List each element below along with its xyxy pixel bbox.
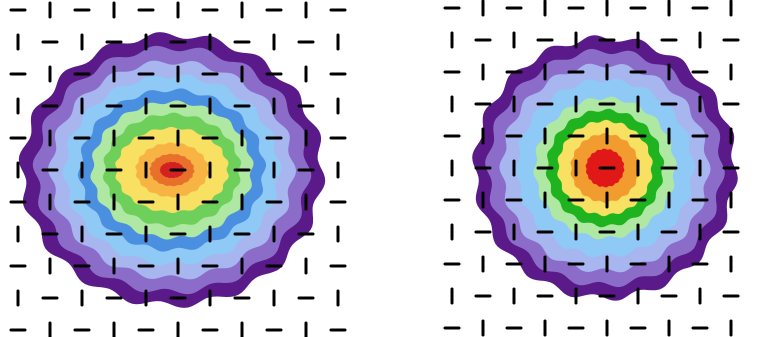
left-panel: [9, 1, 347, 337]
right-panel: [443, 0, 740, 337]
